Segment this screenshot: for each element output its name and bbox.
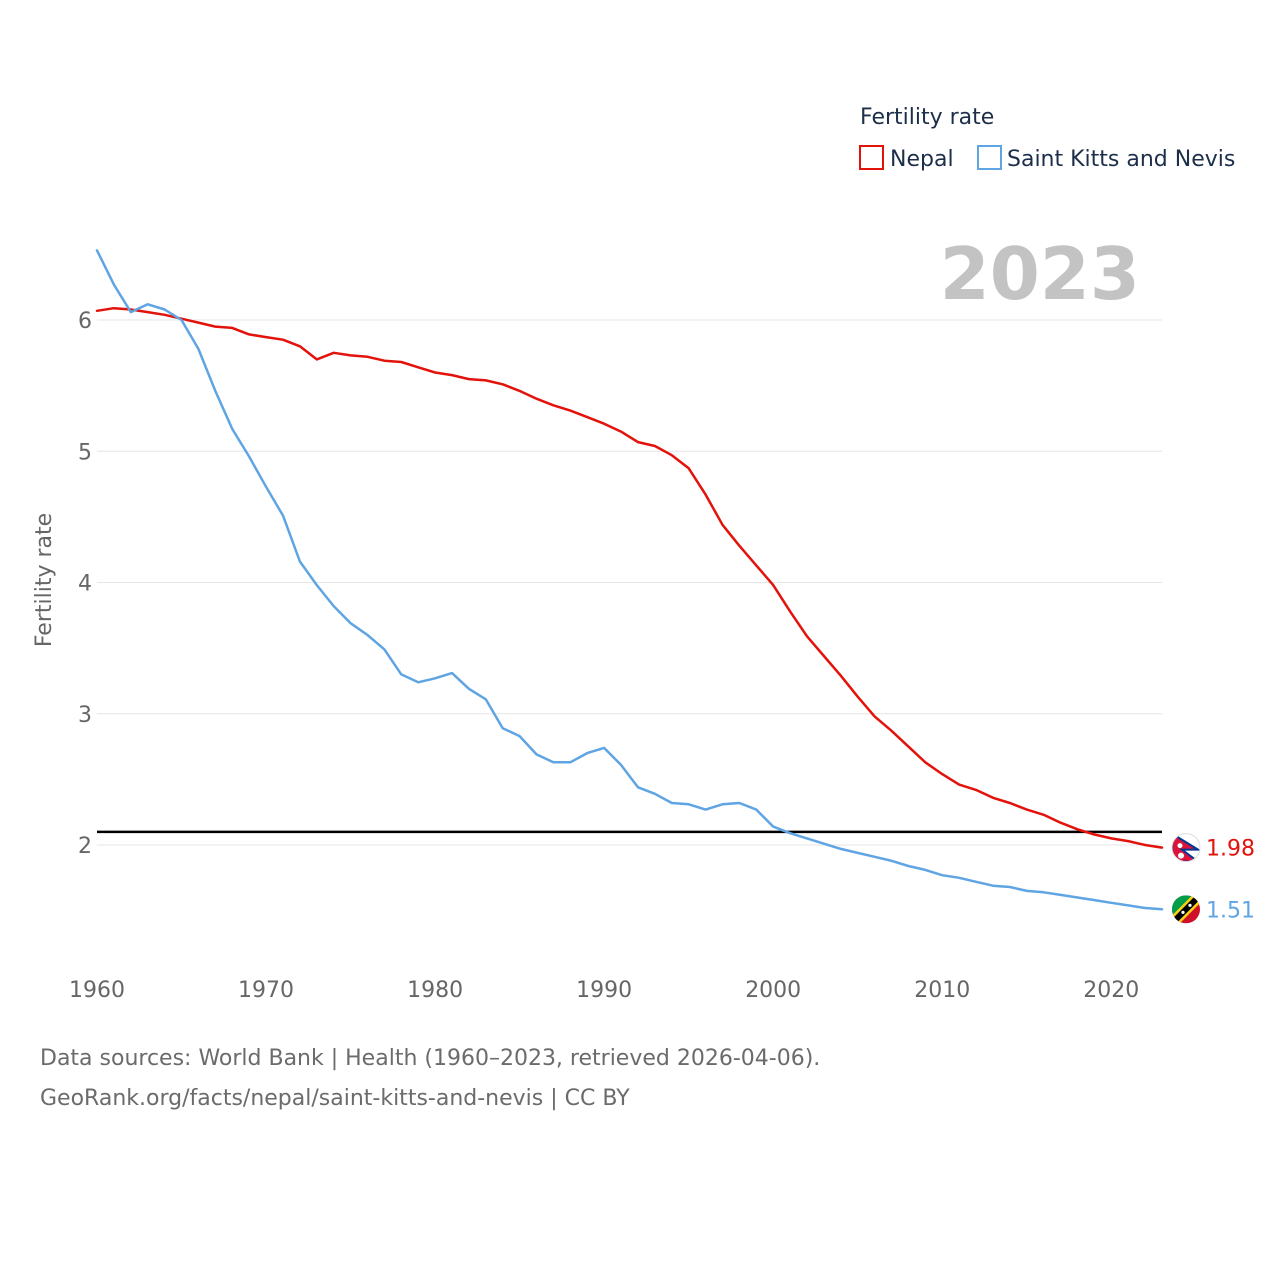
y-tick-label-6: 6 (78, 309, 92, 334)
source-url[interactable]: GeoRank.org/facts/nepal/saint-kitts-and-… (40, 1086, 630, 1111)
grid-lines (97, 319, 1162, 846)
x-tick-label-1990: 1990 (576, 978, 632, 1003)
y-axis-title: Fertility rate (32, 513, 57, 647)
series-line-saint-kitts-and-nevis[interactable] (95, 249, 1164, 911)
y-axis-ticks: 2 3 4 5 6 (78, 309, 92, 859)
x-tick-label-2020: 2020 (1083, 978, 1139, 1003)
y-tick-label-4: 4 (78, 572, 92, 597)
series-lines (95, 249, 1164, 911)
y-tick-label-3: 3 (78, 703, 92, 728)
series-line-nepal[interactable] (95, 306, 1164, 849)
legend: Fertility rate Nepal Saint Kitts and Nev… (859, 105, 1235, 172)
end-value-saint-kitts-and-nevis: 1.51 (1206, 898, 1255, 923)
x-tick-label-2010: 2010 (914, 978, 970, 1003)
y-tick-label-5: 5 (78, 440, 92, 465)
saint-kitts-and-nevis-flag-icon (1172, 895, 1200, 924)
end-value-nepal: 1.98 (1206, 837, 1255, 862)
y-tick-label-2: 2 (78, 834, 92, 859)
legend-label-nepal[interactable]: Nepal (890, 147, 954, 172)
legend-swatch-saint-kitts-and-nevis[interactable] (977, 145, 1002, 170)
nepal-flag-icon (1171, 833, 1201, 863)
x-tick-label-1960: 1960 (69, 978, 125, 1003)
legend-label-saint-kitts-and-nevis[interactable]: Saint Kitts and Nevis (1007, 147, 1235, 172)
legend-swatch-nepal[interactable] (859, 145, 884, 170)
source-citation: Data sources: World Bank | Health (1960–… (40, 1046, 821, 1071)
x-axis-ticks: 1960 1970 1980 1990 2000 2010 2020 (69, 978, 1139, 1003)
x-tick-label-1980: 1980 (407, 978, 463, 1003)
x-tick-label-2000: 2000 (745, 978, 801, 1003)
year-watermark: 2023 (940, 232, 1140, 316)
x-tick-label-1970: 1970 (238, 978, 294, 1003)
legend-title: Fertility rate (860, 105, 994, 130)
